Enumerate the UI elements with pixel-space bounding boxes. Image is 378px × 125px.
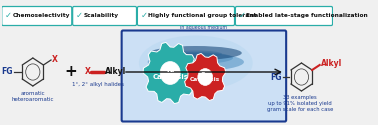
Ellipse shape	[170, 50, 222, 58]
Ellipse shape	[177, 73, 183, 87]
FancyBboxPatch shape	[122, 30, 286, 122]
Text: FG: FG	[1, 68, 13, 76]
Text: aromatic
heteroaromatic: aromatic heteroaromatic	[12, 91, 54, 102]
Polygon shape	[184, 54, 226, 100]
Text: X: X	[85, 68, 91, 76]
Text: Alkyl: Alkyl	[321, 60, 342, 68]
Ellipse shape	[198, 79, 202, 91]
Text: 33 examples
up to 91% isolated yield
gram scale for each case: 33 examples up to 91% isolated yield gra…	[266, 95, 333, 112]
FancyBboxPatch shape	[73, 6, 136, 26]
Text: ✓: ✓	[141, 11, 147, 20]
Ellipse shape	[148, 53, 244, 71]
Text: X: X	[52, 54, 58, 64]
Ellipse shape	[139, 36, 253, 90]
Ellipse shape	[159, 52, 233, 64]
Circle shape	[198, 69, 212, 85]
Text: ✓: ✓	[76, 11, 83, 20]
Text: Chemoselectivity: Chemoselectivity	[13, 13, 70, 18]
Text: Scalability: Scalability	[84, 13, 119, 18]
Ellipse shape	[190, 82, 193, 92]
FancyBboxPatch shape	[2, 6, 72, 26]
Text: Enabled late-stage functionalization: Enabled late-stage functionalization	[246, 13, 368, 18]
Text: ✓: ✓	[239, 11, 245, 20]
Ellipse shape	[150, 46, 242, 60]
FancyBboxPatch shape	[235, 6, 333, 26]
Text: micelle enabled cross-electrophile coupling
in aqueous medium: micelle enabled cross-electrophile coupl…	[152, 19, 256, 30]
Text: FG: FG	[271, 72, 282, 82]
Text: +: +	[64, 64, 77, 80]
Text: ✓: ✓	[5, 11, 12, 20]
Text: 1°, 2° alkyl halides: 1°, 2° alkyl halides	[73, 82, 124, 87]
Text: Cu
Catalysis: Cu Catalysis	[190, 72, 220, 82]
Ellipse shape	[213, 74, 217, 85]
Text: Alkyl: Alkyl	[105, 68, 126, 76]
Circle shape	[160, 62, 180, 84]
FancyBboxPatch shape	[137, 6, 234, 26]
Polygon shape	[143, 42, 197, 104]
Text: Highly functional group tolerant: Highly functional group tolerant	[148, 13, 257, 18]
Text: Ni
Catalysis: Ni Catalysis	[152, 66, 188, 80]
